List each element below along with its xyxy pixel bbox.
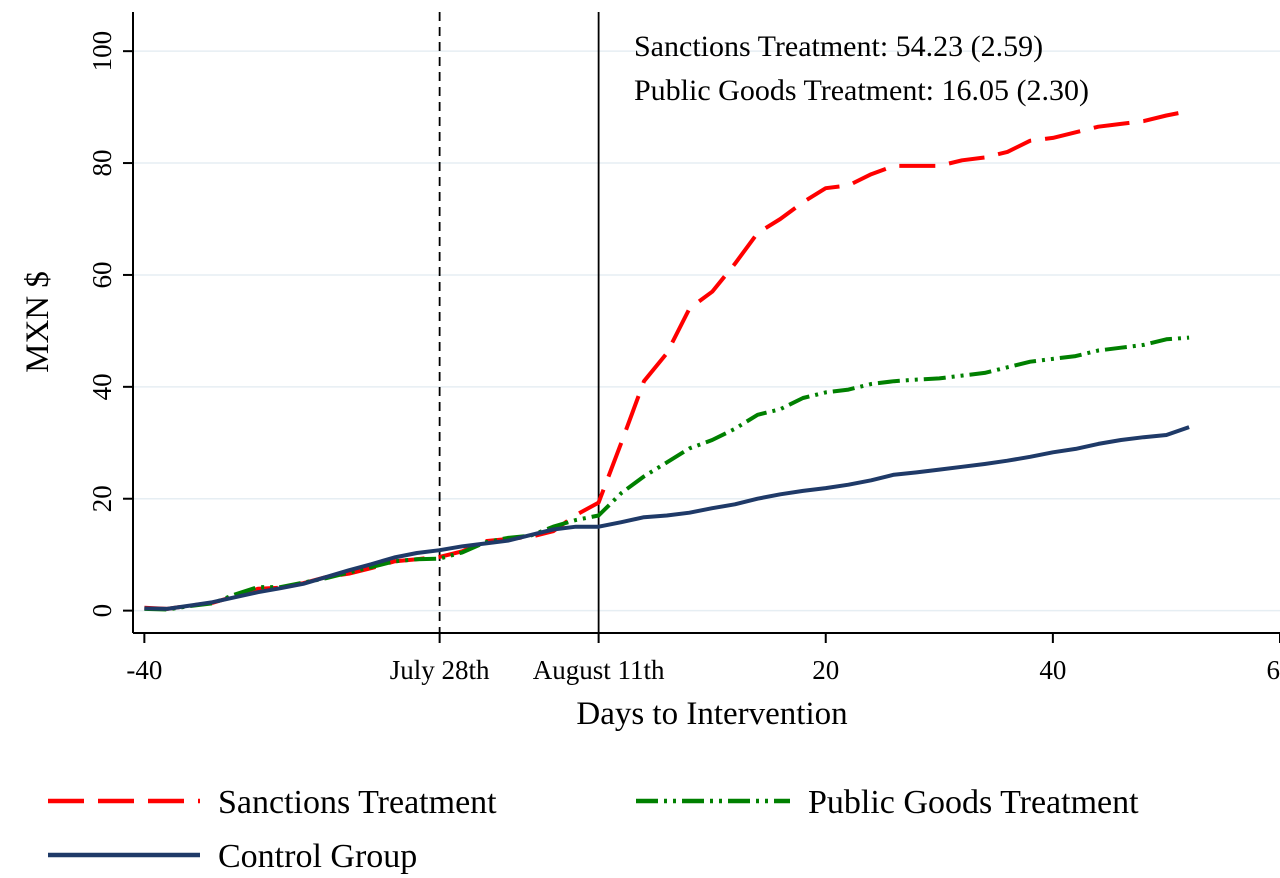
x-tick-label-2: August 11th xyxy=(533,655,665,685)
x-tick-label-4: 40 xyxy=(1039,655,1066,685)
legend-item-public-goods: Public Goods Treatment xyxy=(636,784,1139,821)
legend-label-control: Control Group xyxy=(218,838,417,875)
y-axis-title: MXN $ xyxy=(20,271,56,373)
y-tick-label-4: 80 xyxy=(87,150,117,177)
y-tick-label-5: 100 xyxy=(87,31,117,72)
legend-label-public-goods: Public Goods Treatment xyxy=(808,784,1139,821)
annotation-line-1: Sanctions Treatment: 54.23 (2.59) xyxy=(634,30,1043,63)
legend: Sanctions Treatment Public Goods Treatme… xyxy=(48,784,1139,875)
reference-lines xyxy=(438,12,600,633)
legend-item-sanctions: Sanctions Treatment xyxy=(48,784,497,821)
x-tick-label-5: 60 xyxy=(1267,655,1280,685)
legend-item-control: Control Group xyxy=(48,838,417,875)
series-line-control-group xyxy=(144,425,1190,611)
y-tick-label-3: 60 xyxy=(87,261,117,288)
x-tick-label-3: 20 xyxy=(812,655,839,685)
x-tick-label-1: July 28th xyxy=(390,655,490,685)
annotation-line-2: Public Goods Treatment: 16.05 (2.30) xyxy=(634,74,1089,107)
gridlines xyxy=(133,50,1280,612)
series-line-public-goods-treatment xyxy=(144,335,1190,612)
x-tick-label-0: -40 xyxy=(126,655,162,685)
axes: 0 20 40 60 80 100 -40 July 28th August 11th 20 40 6… xyxy=(87,12,1280,685)
series-lines xyxy=(144,109,1190,612)
y-tick-label-1: 20 xyxy=(87,485,117,512)
legend-label-sanctions: Sanctions Treatment xyxy=(218,784,497,821)
x-axis-title: Days to Intervention xyxy=(576,696,847,732)
y-tick-label-2: 40 xyxy=(87,373,117,400)
y-tick-label-0: 0 xyxy=(87,604,117,618)
